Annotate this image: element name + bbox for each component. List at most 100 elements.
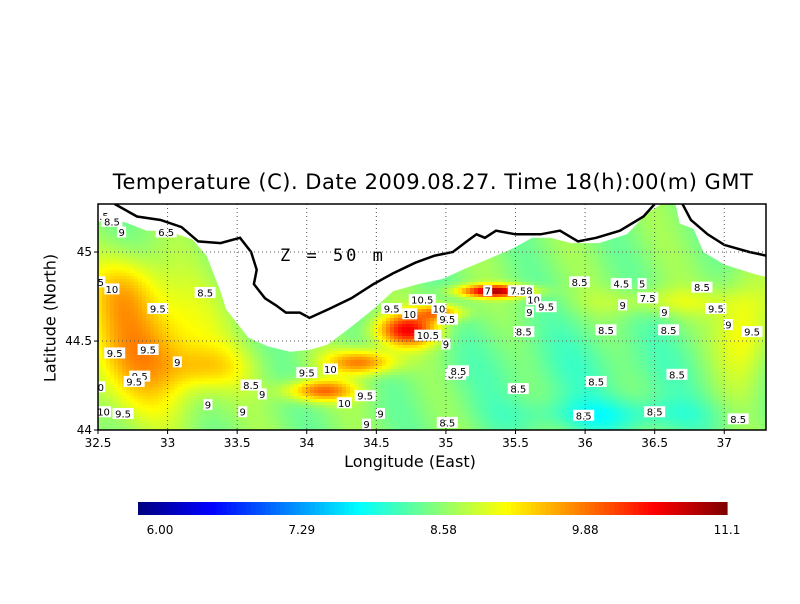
colorbar-segment [349,502,355,515]
colorbar-segment [722,502,728,515]
colorbar-segment [526,502,532,515]
colorbar-segment [251,502,257,515]
contour-label: 9.5 [744,328,760,339]
colorbar-segment [315,502,321,515]
colorbar-segment [629,502,635,515]
contour-label: 9 [661,308,667,319]
colorbar-segment [271,502,277,515]
colorbar-segment [423,502,429,515]
contour-label: 9 [259,390,265,401]
contour-label: 9 [240,408,246,419]
colorbar-segment [418,502,424,515]
contour-label: 9 [725,321,731,332]
colorbar-segment [413,502,419,515]
colorbar-segment [192,502,198,515]
contour-label: 8.5 [510,385,526,396]
colorbar-segment [585,502,591,515]
contour-label: 9.5 [150,304,166,315]
colorbar-segment [462,502,468,515]
colorbar-segment [663,502,669,515]
colorbar-segment [644,502,650,515]
colorbar-segment [472,502,478,515]
colorbar-segment [177,502,183,515]
colorbar-segment [467,502,473,515]
colorbar-segment [329,502,335,515]
colorbar-segment [491,502,497,515]
colorbar-segment [187,502,193,515]
contour-label: 8.5 [647,408,663,419]
colorbar-segment [354,502,360,515]
colorbar-segment [433,502,439,515]
colorbar-segment [320,502,326,515]
contour-label: 8.5 [576,411,592,422]
colorbar-segment [374,502,380,515]
colorbar-segment [153,502,159,515]
colorbar-segment [359,502,365,515]
colorbar-segment [590,502,596,515]
colorbar-segment [182,502,188,515]
contour-label: 9 [619,301,625,312]
colorbar-segment [531,502,537,515]
contour-label: 8.5 [598,326,614,337]
colorbar-segment [668,502,674,515]
colorbar-segment [565,502,571,515]
colorbar-segment [285,502,291,515]
x-tick-label: 37 [717,436,732,450]
contour-label: 9.5 [107,349,123,360]
colorbar-segment [442,502,448,515]
colorbar-segment [688,502,694,515]
contour-label: 8.5 [439,418,455,429]
colorbar-segment [653,502,659,515]
contour-label: 8.5 [516,328,532,339]
colorbar-segment [398,502,404,515]
colorbar-segment [334,502,340,515]
contour-label: 9.5 [126,377,142,388]
colorbar-segment [698,502,704,515]
contour-label: 9 [526,308,532,319]
colorbar-segment [624,502,630,515]
colorbar-segment [202,502,208,515]
colorbar-segment [599,502,605,515]
y-axis-title: Latitude (North) [41,254,60,382]
colorbar-segment [452,502,458,515]
colorbar-segment [511,502,517,515]
colorbar-segment [482,502,488,515]
colorbar-segment [325,502,331,515]
colorbar-segment [707,502,713,515]
x-tick-label: 36 [577,436,592,450]
contour-label: 8.5 [572,278,588,289]
colorbar-tick-label: 8.58 [430,523,457,537]
contour-label: 9.5 [140,345,156,356]
contour-label: 8.5 [197,288,213,299]
y-tick-label: 44 [77,423,92,437]
colorbar-segment [369,502,375,515]
colorbar-segment [143,502,149,515]
contour-label: 9 [205,401,211,412]
contour-label: 8.5 [243,381,259,392]
colorbar-tick-label: 9.88 [572,523,599,537]
x-tick-label: 34 [299,436,314,450]
colorbar-segment [457,502,463,515]
colorbar-segment [614,502,620,515]
colorbar-segment [207,502,213,515]
colorbar-segment [648,502,654,515]
contour-label: 10.5 [417,331,439,342]
colorbar-segment [486,502,492,515]
contour-label: 10 [403,310,416,321]
colorbar-segment [477,502,483,515]
colorbar-segment [560,502,566,515]
contour-label: 8.5 [661,326,677,337]
colorbar-segment [604,502,610,515]
colorbar-segment [540,502,546,515]
colorbar-segment [678,502,684,515]
contour-label: 9.5 [299,369,315,380]
colorbar-segment [570,502,576,515]
colorbar-segment [241,502,247,515]
colorbar-segment [575,502,581,515]
colorbar-segment [388,502,394,515]
contour-label: 9.5 [708,304,724,315]
colorbar-segment [148,502,154,515]
